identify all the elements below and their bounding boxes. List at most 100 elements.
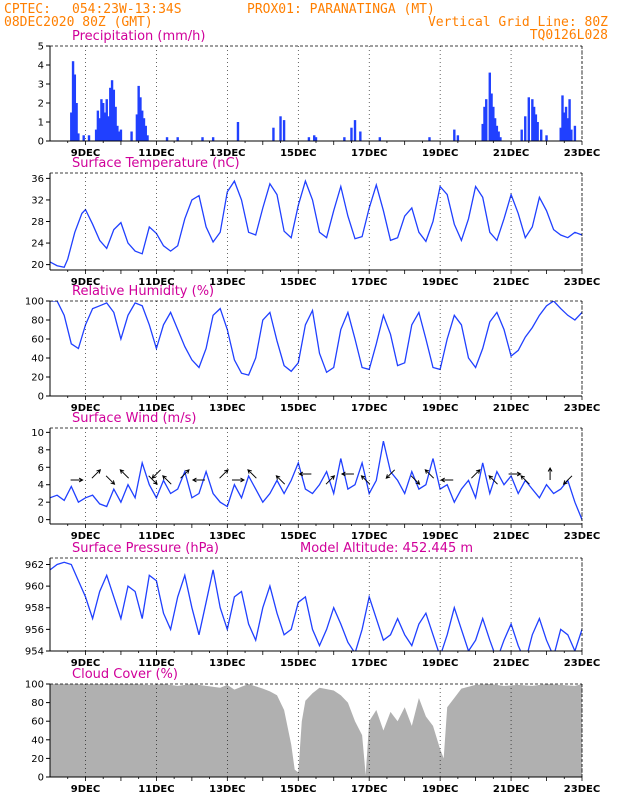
- precip-bar: [493, 118, 497, 141]
- series-line: [50, 440, 582, 520]
- precip-bar: [142, 118, 146, 141]
- precip-bar: [139, 97, 142, 141]
- wind-arrow: [520, 475, 530, 485]
- precip-bar: [561, 95, 564, 141]
- x-date-label: 15DEC: [280, 531, 316, 542]
- y-tick-label: 2: [38, 498, 44, 509]
- precip-bar: [536, 122, 539, 141]
- precip-bar: [485, 99, 488, 141]
- data-layer: [50, 561, 582, 651]
- y-tick-label: 80: [31, 698, 44, 709]
- precip-bar: [75, 103, 78, 141]
- panel-1: Surface Temperature (nC) 20 24 28 32 36 9DEC 11…: [31, 156, 600, 288]
- precip-bar: [98, 118, 101, 141]
- precip-bar: [201, 137, 204, 141]
- x-date-label: 19DEC: [422, 148, 458, 159]
- precip-bar: [534, 114, 538, 141]
- precip-bar: [105, 99, 108, 141]
- precip-bar: [499, 137, 502, 141]
- x-date-label: 17DEC: [351, 658, 387, 669]
- y-tick-label: 958: [25, 603, 44, 614]
- header-model-code: TQ0126L028: [530, 28, 608, 43]
- series-line: [50, 301, 582, 376]
- precip-bar: [481, 123, 484, 141]
- x-date-label: 23DEC: [564, 531, 600, 542]
- precip-bar: [353, 120, 357, 141]
- wind-arrow: [360, 475, 371, 485]
- panels: Precipitation (mm/h) 0 1 2 3 4 5 9DEC 11DEC 13DEC…: [25, 29, 600, 795]
- x-date-label: 19DEC: [422, 403, 458, 414]
- precip-bar: [453, 129, 456, 141]
- x-date-label: 17DEC: [351, 148, 387, 159]
- x-date-label: 9DEC: [71, 531, 100, 542]
- x-date-label: 23DEC: [564, 403, 600, 414]
- precip-bar: [114, 106, 117, 141]
- wind-arrow: [180, 469, 190, 479]
- x-date-label: 9DEC: [71, 403, 100, 414]
- x-date-label: 11DEC: [138, 784, 174, 795]
- y-tick-label: 962: [25, 560, 44, 571]
- y-tick-label: 80: [31, 316, 44, 327]
- x-date-label: 21DEC: [493, 531, 529, 542]
- y-tick-label: 20: [31, 754, 44, 765]
- data-layer: [50, 684, 582, 777]
- x-date-label: 13DEC: [209, 658, 245, 669]
- y-tick-label: 2: [38, 99, 44, 110]
- precip-bar: [545, 135, 548, 141]
- wind-arrow: [191, 477, 205, 483]
- x-date-label: 21DEC: [493, 658, 529, 669]
- x-date-label: 15DEC: [280, 784, 316, 795]
- precip-bar: [94, 129, 98, 141]
- precip-bar: [71, 61, 75, 141]
- wind-arrow: [440, 477, 454, 483]
- x-date-label: 11DEC: [138, 148, 174, 159]
- precip-bar: [343, 137, 346, 141]
- x-date-label: 17DEC: [351, 531, 387, 542]
- x-date-label: 21DEC: [493, 403, 529, 414]
- x-date-label: 9DEC: [71, 658, 100, 669]
- x-date-label: 23DEC: [564, 658, 600, 669]
- model-altitude: Model Altitude: 452.445 m: [300, 541, 473, 556]
- precip-bar: [350, 127, 353, 141]
- x-date-label: 23DEC: [564, 148, 600, 159]
- precip-bar: [82, 135, 85, 141]
- cloud-area: [50, 684, 582, 777]
- precip-bar: [313, 135, 316, 141]
- wind-arrow: [298, 471, 312, 477]
- x-date-label: 11DEC: [138, 277, 174, 288]
- wind-arrow: [508, 471, 522, 477]
- x-date-label: 9DEC: [71, 784, 100, 795]
- x-date-label: 9DEC: [71, 148, 100, 159]
- x-date-label: 23DEC: [564, 277, 600, 288]
- precip-bar: [96, 110, 100, 141]
- x-date-label: 11DEC: [138, 658, 174, 669]
- wind-arrow: [424, 469, 435, 479]
- series-line: [50, 179, 582, 269]
- precip-bar: [135, 114, 139, 141]
- precip-bar: [165, 137, 169, 141]
- precip-bar: [112, 89, 116, 141]
- data-layer: [70, 61, 577, 141]
- x-date-label: 13DEC: [209, 531, 245, 542]
- y-tick-label: 0: [38, 773, 44, 784]
- wind-arrow: [219, 469, 229, 479]
- x-date-label: 11DEC: [138, 403, 174, 414]
- y-tick-label: 10: [31, 428, 44, 439]
- x-date-label: 21DEC: [493, 277, 529, 288]
- panel-title: Precipitation (mm/h): [72, 29, 205, 44]
- series-line: [50, 561, 582, 651]
- precip-bar: [532, 106, 536, 141]
- panel-4: Surface Pressure (hPa) Model Altitude: 45…: [25, 541, 600, 669]
- header-grid-note: Vertical Grid Line: 80Z: [428, 15, 608, 30]
- panel-title: Surface Pressure (hPa): [72, 541, 219, 556]
- y-tick-label: 20: [31, 373, 44, 384]
- y-tick-label: 0: [38, 515, 44, 526]
- precip-bar: [563, 112, 566, 141]
- data-layer: [50, 179, 582, 269]
- wind-arrow: [105, 475, 116, 485]
- precip-bar: [211, 137, 215, 141]
- y-tick-label: 3: [38, 80, 44, 91]
- x-date-label: 13DEC: [209, 148, 245, 159]
- x-date-label: 13DEC: [209, 784, 245, 795]
- y-tick-label: 60: [31, 335, 44, 346]
